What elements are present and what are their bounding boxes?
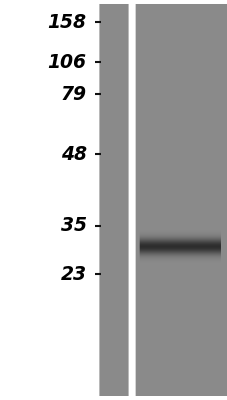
Text: 106: 106 [47, 52, 86, 72]
Text: 79: 79 [60, 84, 86, 104]
Text: 23: 23 [60, 264, 86, 284]
Text: 35: 35 [60, 216, 86, 236]
Text: 158: 158 [47, 12, 86, 32]
Text: 48: 48 [60, 144, 86, 164]
